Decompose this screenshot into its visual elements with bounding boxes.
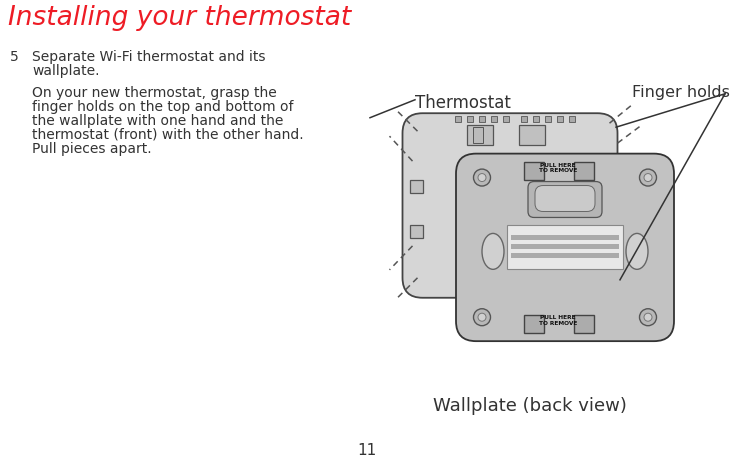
Circle shape bbox=[473, 169, 490, 186]
Text: Thermostat: Thermostat bbox=[415, 94, 511, 112]
Text: finger holds on the top and bottom of: finger holds on the top and bottom of bbox=[32, 100, 293, 114]
Circle shape bbox=[478, 174, 486, 182]
Bar bbox=[533, 116, 539, 122]
Bar bbox=[511, 244, 619, 249]
Bar bbox=[557, 116, 563, 122]
Circle shape bbox=[644, 313, 652, 321]
Bar bbox=[411, 180, 423, 193]
Circle shape bbox=[639, 309, 656, 326]
Bar bbox=[511, 236, 619, 240]
FancyBboxPatch shape bbox=[528, 182, 602, 218]
Bar bbox=[574, 162, 594, 180]
Bar bbox=[467, 125, 493, 145]
Circle shape bbox=[478, 313, 486, 321]
Text: Wallplate (back view): Wallplate (back view) bbox=[433, 397, 627, 415]
Text: wallplate.: wallplate. bbox=[32, 64, 99, 78]
FancyBboxPatch shape bbox=[456, 154, 674, 341]
Bar bbox=[411, 225, 423, 238]
Bar bbox=[507, 225, 623, 269]
FancyBboxPatch shape bbox=[403, 113, 617, 298]
Text: 5: 5 bbox=[10, 50, 19, 64]
Text: Separate Wi-Fi thermostat and its: Separate Wi-Fi thermostat and its bbox=[32, 50, 265, 64]
Bar bbox=[501, 289, 507, 295]
Bar bbox=[467, 116, 473, 122]
Text: PULL HERE
TO REMOVE: PULL HERE TO REMOVE bbox=[539, 315, 577, 326]
Bar bbox=[513, 289, 519, 295]
Bar bbox=[524, 162, 544, 180]
Bar bbox=[511, 253, 619, 258]
Text: On your new thermostat, grasp the: On your new thermostat, grasp the bbox=[32, 86, 277, 100]
Bar bbox=[455, 116, 461, 122]
Bar bbox=[491, 116, 497, 122]
Text: Finger holds: Finger holds bbox=[632, 85, 730, 100]
Bar bbox=[479, 116, 485, 122]
Text: 11: 11 bbox=[357, 443, 376, 458]
Circle shape bbox=[644, 174, 652, 182]
Circle shape bbox=[639, 169, 656, 186]
Text: thermostat (front) with the other hand.: thermostat (front) with the other hand. bbox=[32, 128, 304, 142]
FancyBboxPatch shape bbox=[535, 186, 595, 212]
Text: PULL HERE
TO REMOVE: PULL HERE TO REMOVE bbox=[539, 163, 577, 173]
Bar bbox=[574, 315, 594, 333]
Text: Installing your thermostat: Installing your thermostat bbox=[8, 5, 351, 31]
Bar bbox=[521, 116, 527, 122]
Text: the wallplate with one hand and the: the wallplate with one hand and the bbox=[32, 114, 284, 128]
Bar bbox=[524, 315, 544, 333]
Ellipse shape bbox=[482, 233, 504, 269]
Ellipse shape bbox=[626, 233, 648, 269]
Circle shape bbox=[473, 309, 490, 326]
Bar bbox=[489, 289, 495, 295]
Bar bbox=[545, 116, 551, 122]
Bar bbox=[569, 116, 575, 122]
Bar bbox=[503, 116, 509, 122]
Text: Pull pieces apart.: Pull pieces apart. bbox=[32, 142, 151, 156]
Bar bbox=[473, 127, 483, 143]
Bar bbox=[519, 125, 545, 145]
